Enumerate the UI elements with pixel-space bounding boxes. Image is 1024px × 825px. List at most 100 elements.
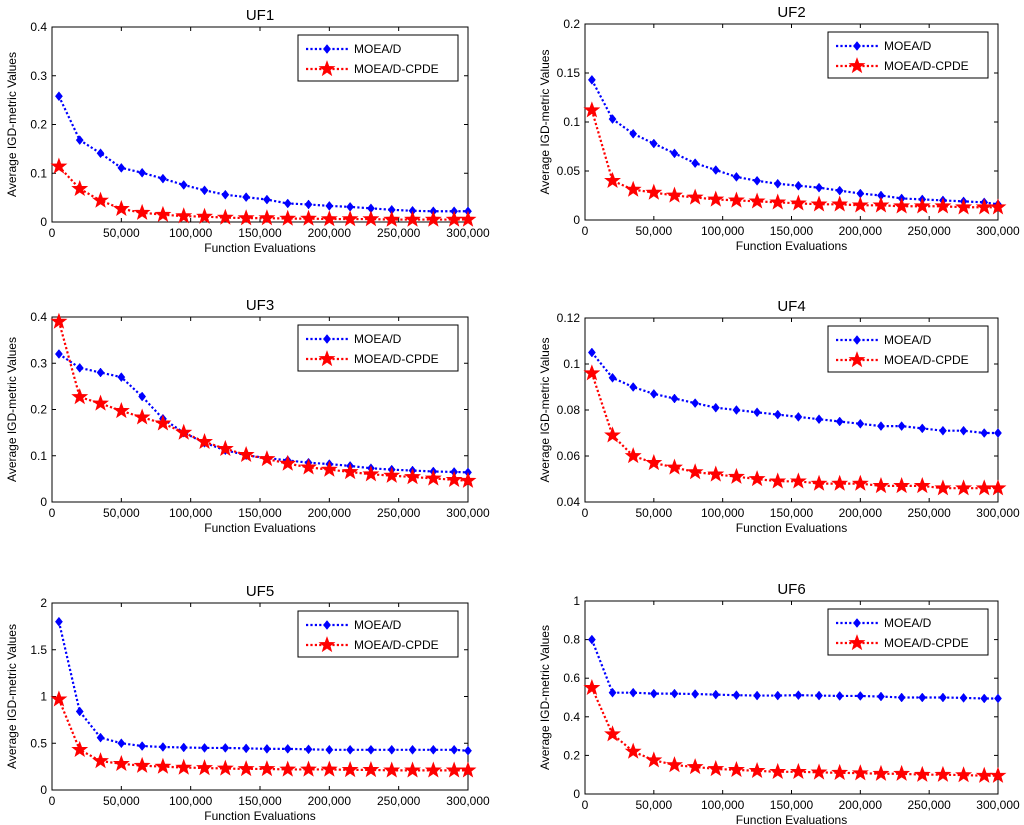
x-tick-label: 100,000 <box>701 506 745 520</box>
data-point <box>200 743 209 753</box>
data-point <box>815 182 823 193</box>
legend-marker <box>323 334 331 344</box>
legend-marker <box>853 335 861 345</box>
data-point <box>459 210 477 227</box>
legend-marker <box>848 634 866 651</box>
x-axis-label: Function Evaluations <box>204 241 315 255</box>
legend-label: MOEA/D-CPDE <box>884 636 969 650</box>
data-point <box>851 196 869 213</box>
x-tick-label: 50,000 <box>103 226 140 240</box>
legend-label: MOEA/D-CPDE <box>354 62 439 76</box>
data-point <box>604 426 621 443</box>
legend-label: MOEA/D <box>884 39 932 53</box>
data-point <box>117 738 126 749</box>
y-tick-label: 0 <box>40 783 47 797</box>
data-point <box>459 471 477 488</box>
x-tick-label: 300,000 <box>976 506 1020 520</box>
series-line <box>590 79 999 206</box>
x-tick-label: 200,000 <box>839 506 883 520</box>
data-point <box>856 691 865 701</box>
x-tick-label: 0 <box>49 794 56 808</box>
y-tick-label: 0.2 <box>563 748 580 762</box>
x-axis-label: Function Evaluations <box>736 813 847 825</box>
data-point <box>408 744 417 755</box>
data-point <box>773 690 782 701</box>
x-tick-label: 100,000 <box>169 226 213 240</box>
data-point <box>383 466 401 483</box>
series-line <box>590 372 998 490</box>
data-point <box>711 402 720 413</box>
y-axis-label: Average IGD-metric Values <box>538 338 552 483</box>
y-tick-label: 0.08 <box>557 403 581 417</box>
x-tick-label: 150,000 <box>770 224 814 238</box>
x-tick-label: 300,000 <box>976 224 1020 238</box>
data-point <box>71 388 89 405</box>
y-axis-label: Average IGD-metric Values <box>538 50 552 195</box>
series-line <box>58 165 468 221</box>
data-point <box>154 205 172 222</box>
data-point <box>810 474 828 491</box>
data-point <box>341 761 359 778</box>
x-tick-label: 300,000 <box>446 794 490 808</box>
data-point <box>75 706 84 717</box>
data-point <box>587 634 596 645</box>
data-point <box>732 171 741 182</box>
x-tick-label: 0 <box>49 506 56 520</box>
x-axis-label: Function Evaluations <box>204 521 315 535</box>
data-point <box>707 465 725 482</box>
x-tick-label: 150,000 <box>770 798 814 812</box>
data-point <box>325 744 334 755</box>
data-point <box>279 454 297 471</box>
data-point <box>258 760 276 777</box>
data-point <box>707 190 725 207</box>
legend: MOEA/D MOEA/D-CPDE <box>297 610 459 658</box>
y-tick-label: 0.4 <box>563 710 580 724</box>
data-point <box>112 199 130 217</box>
x-tick-label: 100,000 <box>169 506 213 520</box>
y-tick-label: 0 <box>573 787 580 801</box>
data-point <box>362 761 380 778</box>
data-point <box>320 210 338 227</box>
data-point <box>154 414 172 431</box>
data-point <box>263 194 271 205</box>
x-tick-label: 250,000 <box>907 798 951 812</box>
data-point <box>711 689 720 700</box>
data-point <box>200 185 209 196</box>
data-point <box>989 479 1007 496</box>
y-tick-label: 1.5 <box>30 643 47 657</box>
data-point <box>918 692 927 703</box>
chart-title: UF3 <box>246 297 274 314</box>
data-point <box>320 760 338 777</box>
data-point <box>424 761 442 778</box>
x-tick-label: 200,000 <box>839 798 883 812</box>
y-axis-label: Average IGD-metric Values <box>5 337 19 482</box>
series-moead-cpde <box>50 690 477 778</box>
data-point <box>154 757 172 774</box>
y-axis-label: Average IGD-metric Values <box>5 624 19 769</box>
data-point <box>237 445 255 463</box>
data-point <box>686 463 704 480</box>
y-tick-label: 0.4 <box>30 310 47 324</box>
y-tick-label: 0.12 <box>557 311 581 325</box>
data-point <box>138 391 147 402</box>
data-point <box>387 744 396 755</box>
x-axis-label: Function Evaluations <box>736 521 847 535</box>
data-point <box>175 423 193 440</box>
x-tick-label: 300,000 <box>446 226 490 240</box>
data-point <box>732 690 741 701</box>
legend-label: MOEA/D <box>354 618 402 632</box>
legend-marker <box>853 618 861 628</box>
data-point <box>242 192 251 203</box>
data-point <box>587 347 596 358</box>
data-point <box>707 760 725 777</box>
data-point <box>913 477 931 494</box>
x-tick-label: 0 <box>582 506 589 520</box>
data-point <box>283 743 292 754</box>
data-point <box>753 690 762 701</box>
x-tick-label: 0 <box>582 224 589 238</box>
data-point <box>773 178 782 189</box>
data-point <box>893 764 911 781</box>
x-tick-label: 250,000 <box>377 226 421 240</box>
data-point <box>789 472 807 489</box>
x-tick-label: 300,000 <box>446 506 490 520</box>
